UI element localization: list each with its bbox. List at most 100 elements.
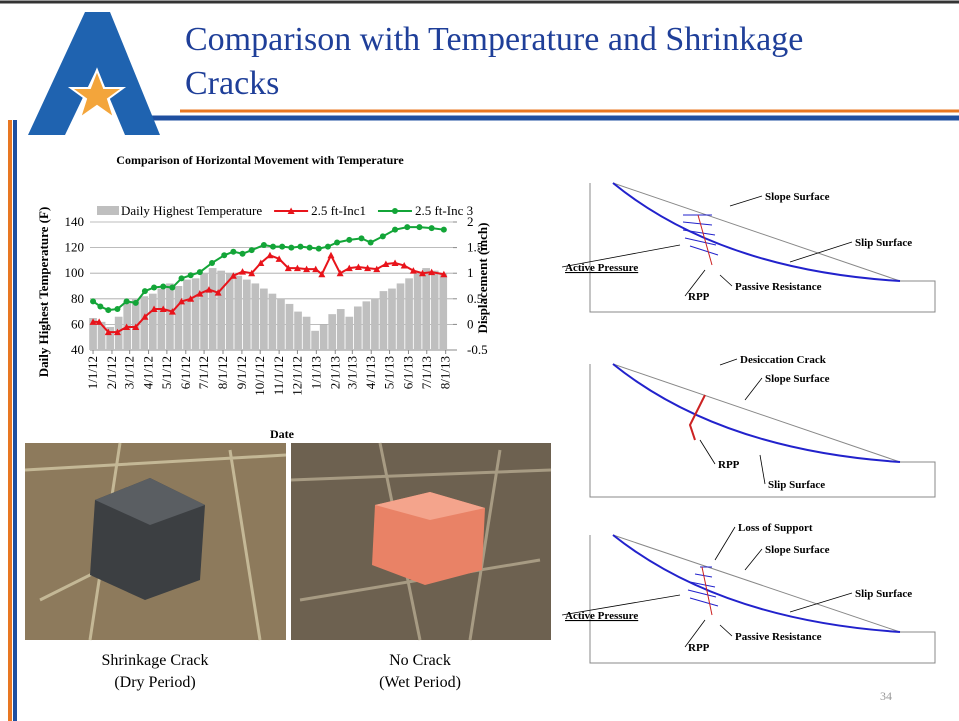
photo-caption: Shrinkage Crack xyxy=(101,652,208,669)
bar xyxy=(269,294,277,350)
x-tick-label: 3/1/13 xyxy=(344,356,359,389)
diagram-label: Slip Surface xyxy=(855,588,912,600)
marker xyxy=(279,244,285,250)
marker xyxy=(358,235,364,241)
marker xyxy=(209,260,215,266)
x-tick-label: 4/1/12 xyxy=(141,356,156,389)
bar xyxy=(140,296,148,350)
y2-tick-label: 1 xyxy=(467,265,474,280)
marker xyxy=(179,275,185,281)
leader-line xyxy=(700,440,715,464)
bar xyxy=(345,317,353,350)
bar xyxy=(363,301,371,350)
marker xyxy=(142,288,148,294)
x-tick-label: 1/1/13 xyxy=(308,356,323,389)
marker xyxy=(307,245,313,251)
page-number: 34 xyxy=(880,689,892,703)
bar xyxy=(303,317,311,350)
marker xyxy=(160,284,166,290)
diagram-label: RPP xyxy=(688,291,710,303)
legend-label: 2.5 ft-Inc 3 xyxy=(415,203,473,218)
marker xyxy=(188,272,194,278)
diagram-label: Slope Surface xyxy=(765,373,830,385)
bar xyxy=(320,324,328,350)
marker xyxy=(325,244,331,250)
legend-swatch xyxy=(97,206,119,215)
x-tick-label: 7/1/13 xyxy=(419,356,434,389)
marker xyxy=(392,227,398,233)
bar xyxy=(277,299,285,350)
bar xyxy=(192,278,200,350)
y-tick-label: 40 xyxy=(71,342,84,357)
diagram-label: Slope Surface xyxy=(765,191,830,203)
leader-line xyxy=(745,378,762,400)
x-tick-label: 4/1/13 xyxy=(363,356,378,389)
bar xyxy=(371,299,379,350)
marker xyxy=(441,227,447,233)
x-tick-label: 8/1/13 xyxy=(438,356,453,389)
x-tick-label: 10/1/12 xyxy=(252,356,267,396)
marker xyxy=(105,307,111,313)
x-tick-label: 3/1/12 xyxy=(122,356,137,389)
diagram-label: Active Pressure xyxy=(565,262,638,274)
bar xyxy=(431,271,439,350)
marker xyxy=(124,298,130,304)
bar xyxy=(209,268,217,350)
bar xyxy=(234,276,242,350)
diagram-label: Slope Surface xyxy=(765,544,830,556)
leader-line xyxy=(720,625,732,636)
bar xyxy=(294,312,302,350)
bar xyxy=(260,289,268,350)
x-tick-label: 12/1/12 xyxy=(289,356,304,396)
bar xyxy=(166,283,174,350)
x-tick-label: 11/1/12 xyxy=(271,356,286,395)
bar xyxy=(311,331,319,350)
marker xyxy=(334,239,340,245)
diagram-label: Passive Resistance xyxy=(735,631,822,643)
bar xyxy=(243,280,251,350)
diagram-label: RPP xyxy=(718,459,740,471)
photo-subcaption: (Dry Period) xyxy=(114,674,195,691)
leader-line xyxy=(790,242,852,262)
bar xyxy=(439,273,447,350)
marker xyxy=(240,251,246,257)
x-tick-label: 5/1/13 xyxy=(382,356,397,389)
bar xyxy=(422,268,430,350)
x-tick-label: 8/1/12 xyxy=(215,356,230,389)
bar xyxy=(328,314,336,350)
marker xyxy=(416,224,422,230)
x-tick-label: 1/1/12 xyxy=(85,356,100,389)
y2-tick-label: 0 xyxy=(467,316,474,331)
marker xyxy=(316,246,322,252)
bar xyxy=(337,309,345,350)
bar xyxy=(380,291,388,350)
marker xyxy=(114,306,120,312)
left-stripe-orange xyxy=(8,120,12,721)
diagram-label: Desiccation Crack xyxy=(740,354,827,366)
bar xyxy=(405,278,413,350)
slide-title: Comparison with Temperature and Shrinkag… xyxy=(185,18,885,106)
marker xyxy=(133,300,139,306)
marker xyxy=(380,233,386,239)
bar xyxy=(286,304,294,350)
marker xyxy=(266,252,273,259)
marker xyxy=(346,237,352,243)
bar xyxy=(149,294,157,350)
slide-graphics: 406080100120140-0.500.511.521/1/122/1/12… xyxy=(0,0,959,721)
marker xyxy=(221,252,227,258)
leader-line xyxy=(745,549,762,570)
marker xyxy=(404,224,410,230)
diagram-label: Loss of Support xyxy=(738,522,813,534)
chart: 406080100120140-0.500.511.521/1/122/1/12… xyxy=(36,203,490,441)
x-tick-label: 5/1/12 xyxy=(159,356,174,389)
marker xyxy=(151,285,157,291)
y-tick-label: 80 xyxy=(71,291,84,306)
marker xyxy=(97,303,103,309)
marker xyxy=(249,247,255,253)
leader-line xyxy=(760,455,765,484)
leader-line xyxy=(730,196,762,206)
x-tick-label: 6/1/12 xyxy=(178,356,193,389)
x-tick-label: 9/1/12 xyxy=(234,356,249,389)
bar xyxy=(158,289,166,350)
marker xyxy=(270,244,276,250)
